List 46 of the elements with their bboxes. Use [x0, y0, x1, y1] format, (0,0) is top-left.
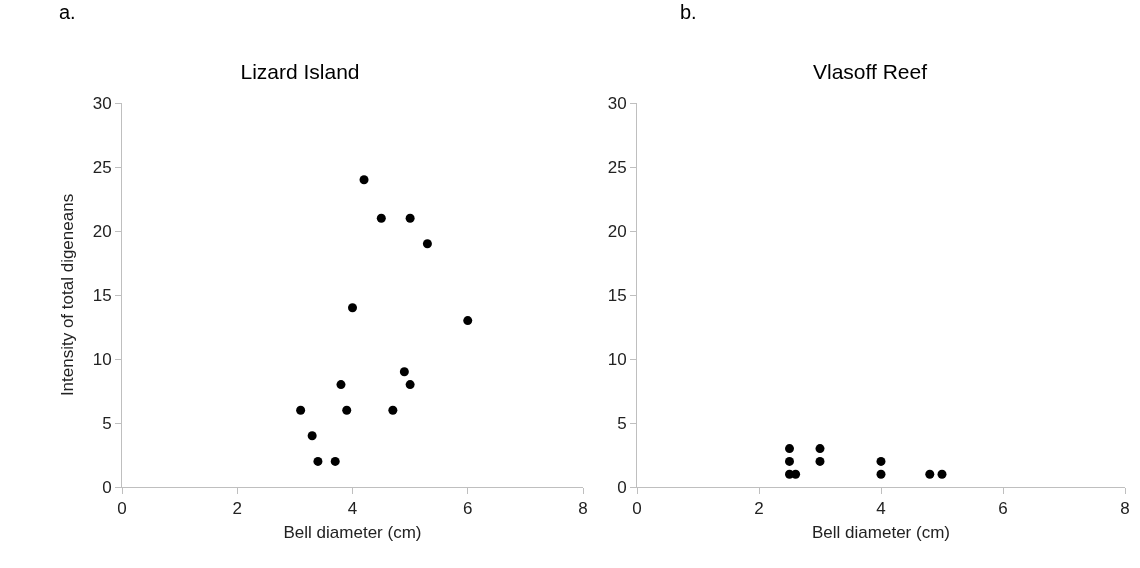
x-axis-title: Bell diameter (cm): [812, 522, 950, 542]
y-tick-label: 20: [92, 221, 112, 241]
x-axis-title: Bell diameter (cm): [283, 522, 422, 542]
x-tick-label: 2: [232, 499, 242, 519]
y-tick-label: 25: [92, 157, 112, 177]
y-tick-label: 15: [607, 285, 627, 305]
point: [376, 213, 386, 223]
point: [330, 456, 340, 466]
chart-title: Vlasoff Reef: [812, 60, 928, 84]
x-tick-label: 2: [754, 499, 764, 519]
y-tick-label: 25: [607, 157, 627, 177]
x-tick-label: 4: [347, 499, 358, 519]
y-tick-label: 0: [102, 477, 112, 497]
point: [405, 213, 415, 223]
text: b.: [680, 1, 697, 23]
y-tick-label: 5: [102, 413, 112, 433]
x-tick-label: 8: [578, 499, 588, 519]
point: [388, 405, 398, 415]
point: [342, 405, 352, 415]
x-tick-label: 0: [632, 499, 642, 519]
point: [359, 175, 369, 185]
y-tick-label: 5: [617, 413, 627, 433]
x-tick-label: 6: [463, 499, 473, 519]
chart-title: Lizard Island: [240, 60, 360, 84]
text: a.: [59, 1, 76, 23]
y-tick-label: 10: [607, 349, 627, 369]
point: [336, 380, 346, 390]
y-tick-label: 10: [92, 349, 112, 369]
point: [422, 239, 432, 249]
y-tick-label: 30: [607, 93, 627, 113]
y-tick-label: 20: [607, 221, 627, 241]
point: [405, 380, 415, 390]
point: [463, 316, 473, 326]
point: [313, 456, 323, 466]
y-axis-title: Intensity of total digeneans: [58, 193, 78, 397]
point: [399, 367, 409, 377]
x-tick-label: 0: [117, 499, 127, 519]
y-tick-label: 15: [92, 285, 112, 305]
x-tick-label: 6: [998, 499, 1008, 519]
y-tick-label: 0: [617, 477, 627, 497]
point: [296, 405, 306, 415]
x-tick-label: 8: [1120, 499, 1130, 519]
y-tick-label: 30: [92, 93, 112, 113]
point: [307, 431, 317, 441]
point: [348, 303, 357, 313]
x-tick-label: 4: [876, 499, 886, 519]
